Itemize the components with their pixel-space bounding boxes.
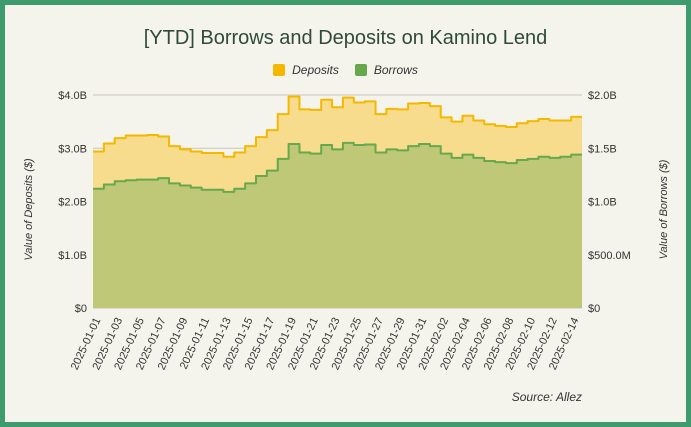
legend-label: Borrows <box>373 63 418 77</box>
y-tick-label: $4.0B <box>58 90 87 102</box>
y2-tick-label: $1.5B <box>588 143 617 155</box>
y-tick-label: $2.0B <box>58 197 87 209</box>
plot-area: $0 $0 $1.0B $500.0M $2.0B $1.0B $3.0B $1.5B $4.0… <box>23 90 670 372</box>
legend-swatch-deposits <box>273 64 286 76</box>
y2-axis-label: Value of Borrows ($) <box>658 159 670 259</box>
legend: Deposits Borrows <box>5 63 686 77</box>
y2-tick-label: $2.0B <box>588 90 617 102</box>
y2-tick-label: $1.0B <box>588 197 617 209</box>
y2-tick-label: $500.0M <box>588 250 631 262</box>
source-note: Source: Allez <box>511 390 582 404</box>
chart-title: [YTD] Borrows and Deposits on Kamino Len… <box>143 27 548 49</box>
legend-swatch-borrows <box>354 64 367 76</box>
y2-tick-label: $0 <box>588 303 600 315</box>
y-tick-label: $1.0B <box>58 250 87 262</box>
y-axis-label: Value of Deposits ($) <box>23 158 35 261</box>
legend-item-borrows[interactable]: Borrows <box>354 63 418 77</box>
area-borrows <box>93 142 582 308</box>
y-tick-label: $0 <box>75 303 87 315</box>
line-borrows <box>93 141 582 193</box>
y-tick-label: $3.0B <box>58 143 87 155</box>
legend-item-deposits[interactable]: Deposits <box>273 63 339 77</box>
legend-label: Deposits <box>292 63 339 77</box>
line-deposits <box>93 95 582 158</box>
